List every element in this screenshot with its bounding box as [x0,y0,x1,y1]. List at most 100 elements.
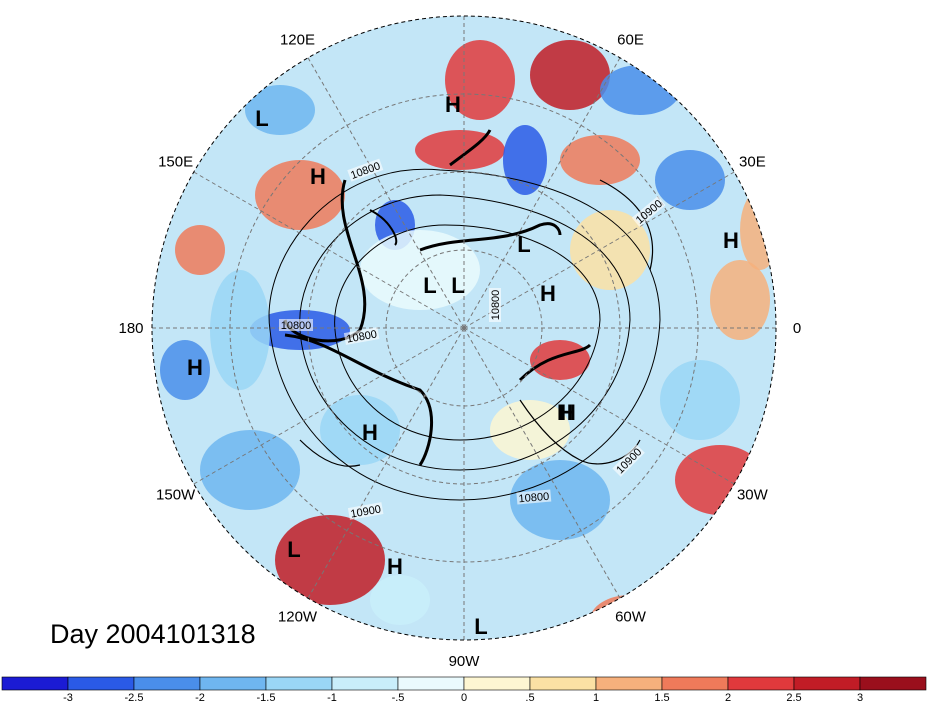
contour-value-label: 10800 [490,290,502,321]
anomaly-blob [675,445,765,515]
anomaly-blob [490,400,570,460]
colorbar-segment [463,676,531,691]
anomaly-blob [245,85,315,135]
high-pressure-label: H [445,92,461,117]
colorbar-segment [793,676,861,691]
colorbar-tick-label: -1 [327,692,337,702]
longitude-label: 90E [451,0,478,4]
high-pressure-label: H [560,400,576,425]
longitude-label: 60W [615,608,647,625]
anomaly-blob [660,360,740,440]
colorbar-segment [661,676,729,691]
anomaly-blob [503,125,547,195]
colorbar-tick-label: 1.5 [654,692,669,702]
anomaly-blob [360,230,480,310]
anomaly-blob [570,210,650,290]
low-pressure-label: L [287,537,300,562]
anomaly-blob [740,190,776,270]
colorbar-segment [133,676,201,691]
height-contours [268,129,661,501]
colorbar-tick-label: 3 [857,692,863,702]
longitude-line [463,171,735,329]
anomaly-blob [255,160,345,230]
longitude-label: 120E [280,32,315,49]
colorbar-tick-label: -3 [63,692,73,702]
longitude-line [193,327,465,485]
contour-value-label: 10800 [281,320,312,332]
height-contour-line [283,179,367,343]
colorbar-segment [727,676,795,691]
colorbar-segment [199,676,267,691]
height-contour-line [268,168,661,501]
high-pressure-label: H [540,281,556,306]
longitude-label: 30E [739,154,766,171]
colorbar-tick-label: .5 [525,692,534,702]
height-contour-line [518,343,592,382]
anomaly-blob [560,135,640,185]
colorbar-segment [529,676,597,691]
high-pressure-label: H [187,355,203,380]
longitude-line [307,57,465,329]
anomaly-blob [710,260,770,340]
longitude-label: 90W [449,653,481,670]
high-pressure-label: H [723,228,739,253]
anomaly-blob [320,395,400,465]
colorbar-tick-label: -1.5 [257,692,276,702]
colorbar-tick-label: -.5 [392,692,405,702]
longitude-line [193,171,465,329]
anomaly-blob [210,270,270,390]
contour-value-label: 10900 [350,503,382,520]
anomaly-blob [370,575,430,625]
longitude-line [463,327,735,485]
high-pressure-label: H [362,420,378,445]
anomaly-blob [530,340,590,380]
map-disc-border [151,15,777,641]
colorbar-tick-label: 1 [593,692,599,702]
anomaly-blob [175,225,225,275]
longitude-label: 60E [617,32,644,49]
date-title: Day 2004101318 [50,619,256,649]
colorbar-segment [397,676,465,691]
high-pressure-label: H [387,554,403,579]
longitude-line [463,57,621,329]
longitude-line [307,327,465,599]
anomaly-blob [510,460,610,540]
low-pressure-label: L [474,614,487,639]
longitude-label: 120W [278,608,318,625]
colorbar-tick-label: 0 [461,692,467,702]
colorbar-segment [1,676,69,691]
longitude-line [463,327,621,599]
height-contour-line [419,222,562,252]
colorbar-tick-label: -2.5 [125,692,144,702]
low-pressure-label: L [423,273,436,298]
longitude-labels: 90E 60E 30E 0 30W 60W 90W 120W 150W 180 150E 120E [118,0,801,670]
longitude-label: 150W [156,487,196,504]
anomaly-blob [160,340,210,400]
colorbar-segment [859,676,927,691]
contour-value-label: 10800 [518,491,550,506]
anomaly-field [160,40,776,640]
anomaly-blob [415,130,505,170]
colorbar-segment [595,676,663,691]
longitude-label: 180 [118,320,143,337]
height-contour-line [369,209,398,246]
contour-value-label: 10800 [346,328,378,345]
colorbar-tick-label: -2 [195,692,205,702]
lat-lon-grid [152,16,776,640]
longitude-label: 30W [737,487,769,504]
colorbar-tick-label: 2.5 [786,692,801,702]
high-pressure-label: H [310,164,326,189]
high-pressure-label: H [557,400,573,425]
anomaly-blob [530,40,610,110]
anomaly-blob [655,150,725,210]
anomaly-blob [200,430,300,510]
colorbar-segment [331,676,399,691]
height-contour-line [334,224,601,441]
colorbar-tick-label: 2 [725,692,731,702]
colorbar-segment [67,676,135,691]
colorbar-segment [265,676,333,691]
low-pressure-label: L [517,232,530,257]
